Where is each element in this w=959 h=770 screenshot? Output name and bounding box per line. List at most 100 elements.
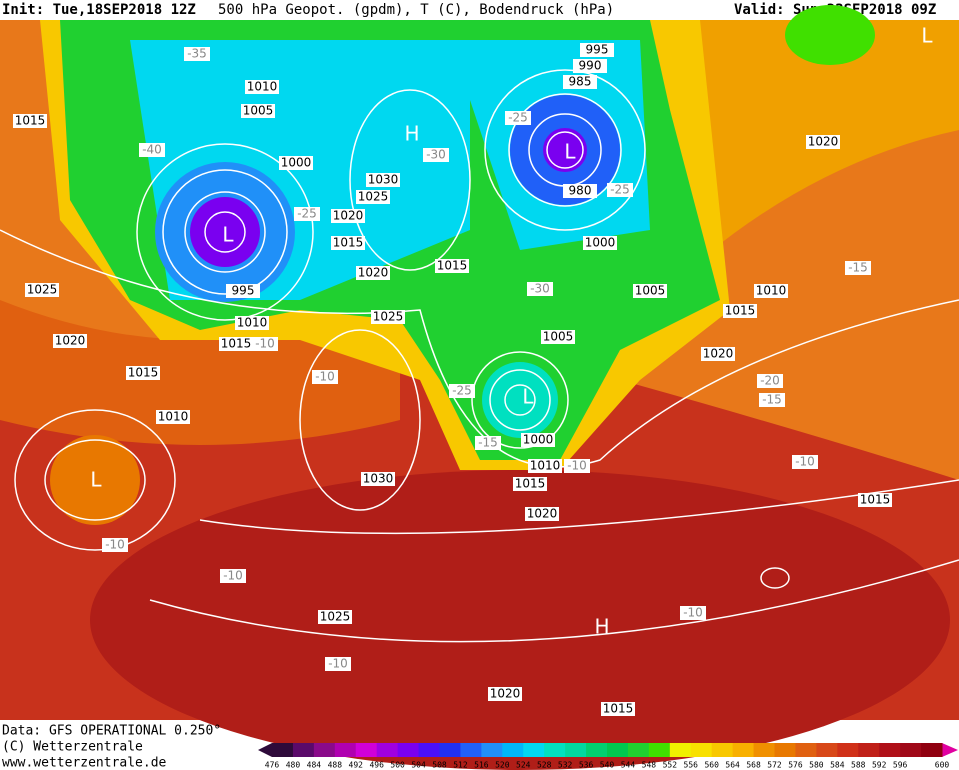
isobar-label: 1015	[725, 304, 756, 318]
pressure-center: L	[522, 385, 534, 409]
colorbar-label: 520	[495, 761, 510, 770]
temperature-label: -25	[508, 111, 528, 125]
label-box	[331, 236, 365, 250]
label-box	[356, 266, 390, 280]
label-box	[184, 47, 210, 61]
colorbar-label: 592	[872, 761, 887, 770]
isobar-label: 1010	[530, 459, 561, 473]
isobar-label: 1005	[243, 104, 274, 118]
colorbar-label: 552	[663, 761, 678, 770]
temperature-label: -10	[223, 569, 243, 583]
temperature-label: -15	[478, 436, 498, 450]
colorbar-label: 572	[767, 761, 782, 770]
colorbar-label: 532	[558, 761, 573, 770]
colorbar-label: 488	[328, 761, 343, 770]
label-box	[541, 330, 575, 344]
colorbar-label: 508	[432, 761, 447, 770]
isobar-label: 1025	[27, 283, 58, 297]
label-box	[563, 75, 597, 89]
isobar-label: 1025	[373, 310, 404, 324]
pressure-center: H	[404, 122, 419, 146]
colorbar-swatch	[837, 743, 859, 757]
colorbar-label: 536	[579, 761, 594, 770]
isobar-label: 1020	[808, 135, 839, 149]
colorbar-label: 548	[642, 761, 657, 770]
colorbar-label: 600	[935, 761, 950, 770]
colorbar-swatch	[313, 743, 336, 757]
data-source: Data: GFS OPERATIONAL 0.250°	[2, 724, 221, 739]
temperature-label: -10	[255, 337, 275, 351]
label-box	[521, 433, 555, 447]
isobar-label: 1015	[437, 259, 468, 273]
temperature-label: -15	[848, 261, 868, 275]
label-box	[528, 459, 562, 473]
colorbar-swatch	[795, 743, 817, 757]
colorbar-swatch	[272, 743, 294, 757]
isobar-label: 1015	[860, 493, 891, 507]
colorbar-arrow	[258, 743, 272, 757]
colorbar-label: 504	[411, 761, 426, 770]
label-box	[312, 370, 338, 384]
label-box	[53, 334, 87, 348]
map-title: 500 hPa Geopot. (gpdm), T (C), Bodendruc…	[218, 2, 614, 18]
isobar-label: 1010	[237, 316, 268, 330]
label-box	[475, 436, 501, 450]
isobar-label: 1030	[363, 472, 394, 486]
colorbar-swatch	[607, 743, 629, 757]
colorbar-swatch	[648, 743, 671, 757]
label-box	[226, 284, 260, 298]
isobar-label: 1010	[247, 80, 278, 94]
colorbar-label: 568	[746, 761, 761, 770]
label-box	[858, 493, 892, 507]
colorbar-label: 588	[851, 761, 866, 770]
colorbar-label: 524	[516, 761, 531, 770]
temperature-label: -10	[683, 606, 703, 620]
label-box	[513, 477, 547, 491]
colorbar-label: 480	[286, 761, 301, 770]
label-box	[252, 337, 278, 351]
label-box	[423, 148, 449, 162]
colorbar-swatch	[711, 743, 734, 757]
website: www.wetterzentrale.de	[2, 756, 167, 770]
colorbar-swatch	[921, 743, 943, 757]
isobar-label: 1005	[635, 284, 666, 298]
label-box	[435, 259, 469, 273]
colorbar-swatch	[397, 743, 420, 757]
label-box	[601, 702, 635, 716]
label-box	[294, 207, 320, 221]
label-box	[13, 114, 47, 128]
label-box	[759, 393, 785, 407]
colorbar-label: 496	[369, 761, 384, 770]
colorbar-label: 528	[537, 761, 552, 770]
pressure-center: L	[921, 24, 933, 48]
colorbar-swatch	[439, 743, 461, 757]
copyright: (C) Wetterzentrale	[2, 740, 143, 755]
colorbar-swatch	[544, 743, 566, 757]
pressure-center: H	[594, 615, 609, 639]
colorbar-label: 516	[474, 761, 489, 770]
init-time: Init: Tue,18SEP2018 12Z	[2, 2, 196, 18]
isobar-label: 995	[586, 43, 609, 57]
colorbar-label: 580	[809, 761, 824, 770]
label-box	[241, 104, 275, 118]
colorbar-label: 512	[453, 761, 468, 770]
label-box	[583, 236, 617, 250]
label-box	[356, 190, 390, 204]
isobar-label: 990	[579, 59, 602, 73]
colorbar-swatch	[753, 743, 775, 757]
isobar-label: 1030	[368, 173, 399, 187]
isobar-label: 1020	[490, 687, 521, 701]
isobar-label: 995	[232, 284, 255, 298]
temperature-label: -30	[426, 148, 446, 162]
temperature-label: -20	[760, 374, 780, 388]
colorbar-label: 576	[788, 761, 803, 770]
label-box	[792, 455, 818, 469]
label-box	[580, 43, 614, 57]
label-box	[279, 156, 313, 170]
colorbar-label: 564	[725, 761, 740, 770]
colorbar-swatch	[690, 743, 713, 757]
colorbar-swatch	[586, 743, 608, 757]
isobar-label: 1015	[333, 236, 364, 250]
label-box	[845, 261, 871, 275]
isobar-label: 1025	[358, 190, 389, 204]
